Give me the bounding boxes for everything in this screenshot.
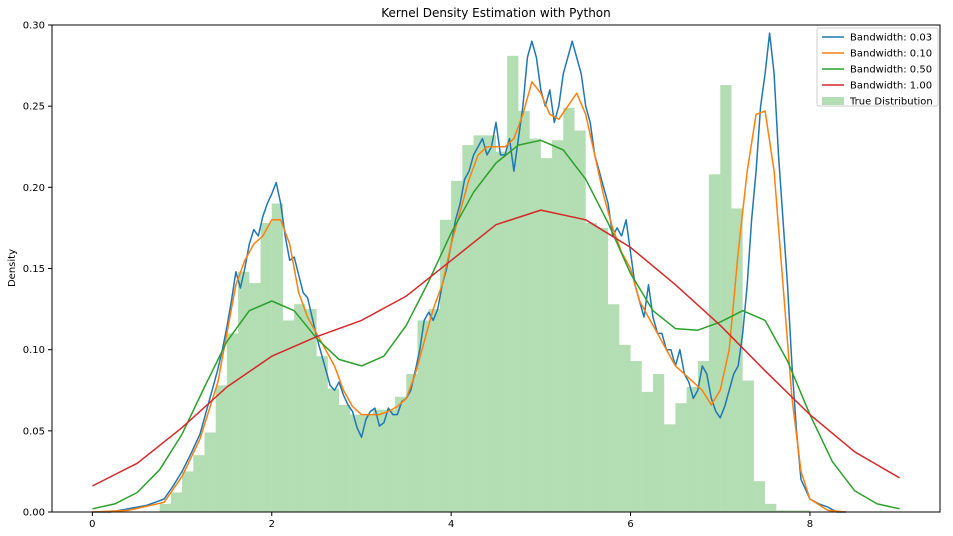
histogram-bar bbox=[608, 304, 620, 512]
histogram-bar bbox=[574, 130, 586, 512]
histogram-bar bbox=[305, 309, 317, 512]
histogram-bar bbox=[182, 471, 194, 512]
histogram-bar bbox=[675, 403, 687, 512]
histogram-bar bbox=[428, 309, 440, 512]
histogram-bar bbox=[496, 151, 508, 512]
legend-label-2: Bandwidth: 0.10 bbox=[850, 49, 932, 60]
density-line-4 bbox=[92, 209, 900, 487]
legend-label-1: Bandwidth: 0.03 bbox=[850, 33, 932, 44]
y-tick-label: 0.00 bbox=[23, 508, 45, 519]
histogram-bar bbox=[686, 387, 698, 512]
y-axis-ticks: 0.00 0.05 0.10 0.15 0.20 0.25 0.30 bbox=[23, 21, 52, 519]
histogram-layer bbox=[159, 55, 810, 513]
density-line-1 bbox=[92, 32, 846, 513]
y-axis-label: Density bbox=[7, 249, 18, 287]
histogram-bar bbox=[417, 320, 429, 512]
histogram-bar bbox=[709, 174, 721, 512]
histogram-bar bbox=[372, 409, 384, 512]
x-tick-label: 2 bbox=[269, 519, 275, 530]
histogram-bar bbox=[720, 85, 732, 513]
histogram-bar bbox=[260, 223, 272, 512]
histogram-bar bbox=[193, 455, 205, 512]
histogram-bar bbox=[316, 356, 328, 512]
histogram-bar bbox=[518, 111, 530, 512]
histogram-bar bbox=[619, 344, 631, 512]
y-tick-label: 0.20 bbox=[23, 183, 45, 194]
x-tick-label: 6 bbox=[627, 519, 633, 530]
histogram-bar bbox=[462, 145, 474, 513]
histogram-bar bbox=[787, 510, 799, 512]
density-line-2 bbox=[92, 81, 846, 513]
legend-label-3: Bandwidth: 0.50 bbox=[850, 65, 932, 76]
histogram-bar bbox=[361, 414, 373, 512]
histogram-bar bbox=[742, 380, 754, 512]
histogram-bar bbox=[238, 271, 250, 512]
histogram-bar bbox=[731, 208, 743, 513]
histogram-bar bbox=[226, 333, 239, 512]
histogram-bar bbox=[159, 503, 171, 512]
x-tick-label: 8 bbox=[807, 519, 813, 530]
histogram-bar bbox=[215, 385, 227, 512]
histogram-bar bbox=[339, 404, 351, 512]
histogram-bar bbox=[383, 409, 396, 512]
y-tick-label: 0.15 bbox=[23, 264, 45, 275]
histogram-bar bbox=[439, 219, 452, 513]
histogram-bar bbox=[451, 180, 463, 512]
histogram-bar bbox=[776, 510, 788, 512]
histogram-bar bbox=[753, 481, 766, 512]
legend-patch-histogram bbox=[822, 97, 844, 105]
y-tick-label: 0.10 bbox=[23, 345, 45, 356]
histogram-bar bbox=[641, 391, 653, 512]
histogram-bar bbox=[282, 320, 295, 512]
histogram-bar bbox=[765, 503, 777, 512]
histogram-bar bbox=[552, 140, 564, 513]
histogram-bar bbox=[395, 396, 407, 512]
legend-label-4: Bandwidth: 1.00 bbox=[850, 81, 932, 92]
legend: Bandwidth: 0.03 Bandwidth: 0.10 Bandwidth:… bbox=[816, 27, 939, 108]
histogram-bar bbox=[507, 55, 519, 513]
density-lines-layer bbox=[92, 32, 900, 513]
histogram-bar bbox=[484, 135, 496, 513]
histogram-bar bbox=[249, 283, 261, 512]
histogram-bar bbox=[563, 107, 575, 512]
histogram-bar bbox=[529, 138, 541, 512]
histogram-bar bbox=[697, 361, 710, 512]
histogram-bar bbox=[473, 135, 485, 513]
histogram-bar bbox=[540, 158, 553, 512]
x-tick-label: 4 bbox=[448, 519, 454, 530]
histogram-bar bbox=[664, 424, 676, 512]
x-tick-label: 0 bbox=[89, 519, 95, 530]
histogram-bar bbox=[406, 374, 418, 512]
y-tick-label: 0.05 bbox=[23, 426, 45, 437]
x-axis-ticks: 0 2 4 6 8 bbox=[89, 512, 813, 530]
histogram-bar bbox=[652, 374, 665, 512]
histogram-bar bbox=[271, 203, 283, 513]
histogram-bar bbox=[630, 361, 642, 512]
histogram-bar bbox=[798, 510, 810, 512]
histogram-bar bbox=[350, 414, 362, 512]
histogram-bar bbox=[585, 223, 597, 512]
legend-label-histogram: True Distribution bbox=[849, 97, 933, 108]
histogram-bar bbox=[327, 388, 340, 512]
chart-title: Kernel Density Estimation with Python bbox=[381, 6, 611, 20]
histogram-bar bbox=[170, 492, 183, 512]
histogram-bar bbox=[204, 432, 216, 512]
legend-frame bbox=[816, 27, 939, 107]
y-tick-label: 0.25 bbox=[23, 102, 45, 113]
y-tick-label: 0.30 bbox=[23, 21, 45, 32]
histogram-bar bbox=[596, 227, 609, 512]
density-line-3 bbox=[92, 139, 900, 510]
histogram-bar bbox=[294, 304, 306, 512]
